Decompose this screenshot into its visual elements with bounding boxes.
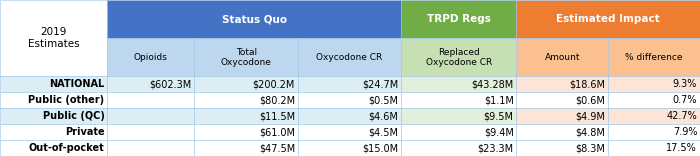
Bar [298, 92, 401, 108]
Text: $602.3M: $602.3M [149, 79, 192, 89]
Bar [298, 108, 401, 124]
Bar [107, 140, 195, 156]
Bar [401, 76, 517, 92]
Bar [608, 76, 700, 92]
Bar [517, 0, 700, 38]
Bar [0, 140, 107, 156]
Bar [107, 0, 401, 38]
Text: Replaced
Oxycodone CR: Replaced Oxycodone CR [426, 48, 492, 67]
Bar [195, 124, 298, 140]
Text: $4.5M: $4.5M [368, 127, 398, 137]
Bar [401, 140, 517, 156]
Text: Oxycodone CR: Oxycodone CR [316, 53, 383, 62]
Bar [298, 76, 401, 92]
Bar [608, 108, 700, 124]
Bar [401, 92, 517, 108]
Text: Opioids: Opioids [134, 53, 168, 62]
Text: NATIONAL: NATIONAL [49, 79, 104, 89]
Text: Total
Oxycodone: Total Oxycodone [220, 48, 272, 67]
Bar [0, 124, 107, 140]
Bar [107, 92, 195, 108]
Text: $9.5M: $9.5M [484, 111, 514, 121]
Text: Public (QC): Public (QC) [43, 111, 104, 121]
Bar [0, 108, 107, 124]
Text: $1.1M: $1.1M [484, 95, 514, 105]
Text: 0.7%: 0.7% [673, 95, 697, 105]
Bar [0, 76, 107, 92]
Bar [517, 76, 608, 92]
Text: % difference: % difference [625, 53, 683, 62]
Text: $80.2M: $80.2M [259, 95, 295, 105]
Bar [517, 92, 608, 108]
Text: TRPD Regs: TRPD Regs [427, 14, 491, 24]
Bar [195, 76, 298, 92]
Text: $8.3M: $8.3M [575, 143, 606, 153]
Bar [401, 0, 517, 38]
Text: Status Quo: Status Quo [222, 14, 287, 24]
Bar [401, 108, 517, 124]
Bar [517, 38, 608, 76]
Text: 2019
Estimates: 2019 Estimates [28, 27, 80, 49]
Bar [107, 38, 195, 76]
Bar [401, 124, 517, 140]
Bar [0, 0, 107, 76]
Bar [517, 124, 608, 140]
Text: 7.9%: 7.9% [673, 127, 697, 137]
Text: $24.7M: $24.7M [363, 79, 398, 89]
Text: Amount: Amount [545, 53, 580, 62]
Text: $0.5M: $0.5M [368, 95, 398, 105]
Bar [195, 140, 298, 156]
Bar [608, 124, 700, 140]
Text: $15.0M: $15.0M [363, 143, 398, 153]
Text: $200.2M: $200.2M [253, 79, 295, 89]
Text: $4.8M: $4.8M [575, 127, 606, 137]
Text: $9.4M: $9.4M [484, 127, 514, 137]
Text: $0.6M: $0.6M [575, 95, 606, 105]
Text: Public (other): Public (other) [29, 95, 104, 105]
Bar [195, 108, 298, 124]
Bar [608, 38, 700, 76]
Text: 17.5%: 17.5% [666, 143, 697, 153]
Text: $11.5M: $11.5M [259, 111, 295, 121]
Bar [195, 92, 298, 108]
Bar [195, 38, 298, 76]
Text: 9.3%: 9.3% [673, 79, 697, 89]
Text: $18.6M: $18.6M [569, 79, 606, 89]
Text: $4.9M: $4.9M [575, 111, 606, 121]
Bar [0, 92, 107, 108]
Bar [608, 140, 700, 156]
Bar [298, 124, 401, 140]
Bar [298, 140, 401, 156]
Bar [517, 140, 608, 156]
Text: 42.7%: 42.7% [666, 111, 697, 121]
Bar [107, 108, 195, 124]
Text: $47.5M: $47.5M [259, 143, 295, 153]
Bar [298, 38, 401, 76]
Text: Out-of-pocket: Out-of-pocket [29, 143, 104, 153]
Text: Private: Private [65, 127, 104, 137]
Bar [107, 124, 195, 140]
Bar [107, 76, 195, 92]
Bar [401, 38, 517, 76]
Text: $4.6M: $4.6M [369, 111, 398, 121]
Text: Estimated Impact: Estimated Impact [556, 14, 660, 24]
Bar [517, 108, 608, 124]
Text: $43.28M: $43.28M [471, 79, 514, 89]
Text: $23.3M: $23.3M [477, 143, 514, 153]
Bar [608, 92, 700, 108]
Text: $61.0M: $61.0M [259, 127, 295, 137]
